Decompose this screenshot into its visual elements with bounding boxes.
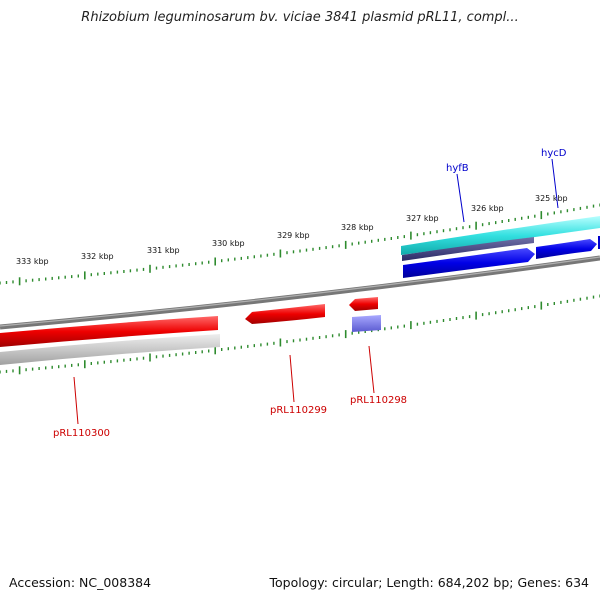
gene-label-hycD[interactable]: hycD — [541, 148, 567, 159]
cyan-feature[interactable] — [401, 216, 600, 255]
tick-label: 330 kbp — [212, 239, 245, 248]
tick-label: 332 kbp — [81, 252, 114, 261]
gene-label-lines — [73, 158, 559, 425]
tick-label: 331 kbp — [147, 246, 180, 255]
gene-label-hyfB[interactable]: hyfB — [446, 163, 469, 174]
tick-label: 333 kbp — [16, 257, 49, 266]
reverse-strand-features — [0, 297, 381, 365]
label-line-hycD — [551, 158, 559, 209]
backbone-ring-highlight — [0, 256, 600, 327]
tick-label: 327 kbp — [406, 214, 439, 223]
red-arrow-feature[interactable] — [245, 304, 325, 324]
tick-label: 328 kbp — [341, 223, 374, 232]
gene-label-pRL110298[interactable]: pRL110298 — [350, 395, 407, 406]
tick-label: 329 kbp — [277, 231, 310, 240]
navy-feature[interactable] — [402, 237, 534, 261]
inner-tick-ring — [0, 294, 600, 375]
label-line-pRL110300 — [73, 376, 79, 425]
gene-label-pRL110300[interactable]: pRL110300 — [53, 428, 110, 439]
label-line-hyfB — [456, 173, 465, 223]
blue-arrow-feature[interactable] — [403, 248, 535, 278]
label-line-pRL110299 — [289, 354, 295, 403]
tick-label: 326 kbp — [471, 204, 504, 213]
grey-feature[interactable] — [0, 334, 220, 365]
forward-strand-features — [401, 216, 600, 278]
blue-arrow-feature[interactable] — [536, 239, 597, 259]
gene-label-pRL110299[interactable]: pRL110299 — [270, 405, 327, 416]
topology-text: Topology: circular; Length: 684,202 bp; … — [269, 575, 590, 590]
accession-text: Accession: NC_008384 — [9, 575, 152, 590]
gene-labels: hyfB hycD pRL110298 pRL110299 pRL110300 — [53, 148, 567, 439]
tick-label: 325 kbp — [535, 194, 568, 203]
tick-labels: 333 kbp 332 kbp 331 kbp 330 kbp 329 kbp … — [16, 194, 568, 266]
label-line-pRL110298 — [368, 345, 375, 394]
backbone-ring — [0, 255, 600, 330]
map-title: Rhizobium leguminosarum bv. viciae 3841 … — [81, 10, 519, 25]
red-arrow-feature[interactable] — [349, 297, 378, 311]
red-feature[interactable] — [0, 316, 218, 347]
lavender-feature[interactable] — [352, 315, 381, 332]
outer-tick-ring — [0, 203, 600, 286]
